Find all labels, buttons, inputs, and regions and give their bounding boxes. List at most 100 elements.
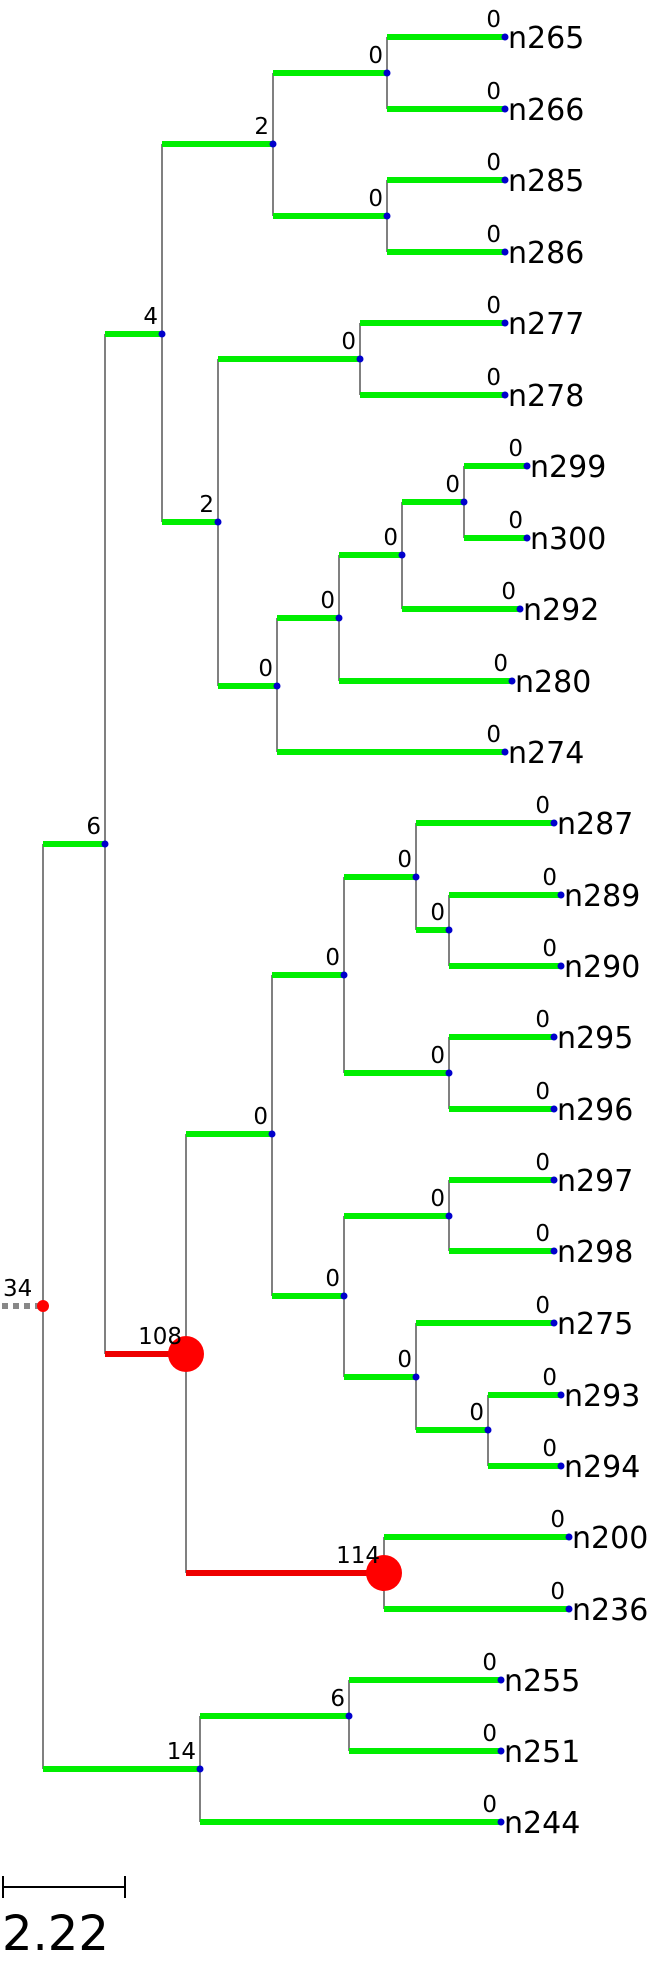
tip-name-label: n300 [530,522,606,557]
tip-branch-label: 0 [542,1436,557,1462]
tree-markers [37,33,573,1826]
tip-name-label: n289 [564,879,640,914]
tip-branch-label: 0 [482,1721,497,1747]
root-node-marker [37,1300,49,1312]
tip-dot [523,462,531,470]
tip-branch-label: 0 [486,79,501,105]
branch-support-label: 6 [86,814,101,840]
duplication-node-marker [366,1555,402,1591]
tip-branch-label: 0 [486,222,501,248]
tip-name-label: n293 [564,1379,640,1414]
node-dot [340,971,348,979]
tip-branch-label: 0 [535,1150,550,1176]
tip-dot [508,677,516,685]
node-dot [273,682,281,690]
tip-name-label: n292 [523,593,599,628]
branch-support-label: 0 [258,656,273,682]
branch-support-label: 14 [167,1739,196,1765]
tip-name-label: n295 [557,1021,633,1056]
tip-branch-label: 0 [486,365,501,391]
tip-name-label: n251 [504,1735,580,1770]
tip-branch-label: 0 [493,651,508,677]
node-dot [484,1426,492,1434]
tip-branch-label: 0 [486,293,501,319]
tip-name-label: n255 [504,1664,580,1699]
tip-branch-label: 0 [535,1079,550,1105]
branch-support-label: 0 [253,1104,268,1130]
node-dot [445,1069,453,1077]
node-dot [412,1373,420,1381]
node-dot [398,551,406,559]
tip-dot [501,748,509,756]
tip-dot [565,1605,573,1613]
tip-dot [501,319,509,327]
tip-dot [516,605,524,613]
tip-dot [557,962,565,970]
tip-name-label: n278 [508,379,584,414]
tip-name-label: n290 [564,950,640,985]
tip-name-label: n296 [557,1093,633,1128]
tip-name-label: n298 [557,1235,633,1270]
tip-name-label: n280 [515,665,591,700]
tip-branch-label: 0 [535,1007,550,1033]
branch-support-label: 0 [368,43,383,69]
tip-dot [523,534,531,542]
node-dot [268,1130,276,1138]
tip-branch-label: 0 [550,1507,565,1533]
tip-name-label: n285 [508,164,584,199]
branch-support-label: 108 [138,1324,182,1350]
tip-dot [501,391,509,399]
root-branch-label: 34 [3,1276,32,1302]
tip-dot [565,1533,573,1541]
node-dot [158,330,166,338]
tip-dot [557,891,565,899]
tip-branch-label: 0 [501,579,516,605]
node-dot [214,518,222,526]
tip-dot [501,105,509,113]
tip-branch-label: 0 [482,1792,497,1818]
tip-dot [550,1176,558,1184]
node-dot [269,140,277,148]
tip-dot [501,176,509,184]
tip-name-label: n236 [572,1593,648,1628]
tip-name-label: n200 [572,1521,648,1556]
tip-dot [497,1676,505,1684]
tip-branch-label: 0 [535,793,550,819]
branch-support-label: 0 [341,329,356,355]
tip-name-label: n297 [557,1164,633,1199]
tip-name-label: n299 [530,450,606,485]
tip-dot [497,1747,505,1755]
tip-dot [557,1462,565,1470]
node-dot [445,926,453,934]
node-dot [335,614,343,622]
tip-dot [501,248,509,256]
branch-support-label: 114 [336,1543,380,1569]
branch-support-label: 0 [320,588,335,614]
node-dot [460,498,468,506]
tip-name-label: n244 [504,1806,580,1841]
tip-branch-label: 0 [535,1293,550,1319]
node-dot [445,1212,453,1220]
branch-support-label: 4 [143,304,158,330]
tip-name-label: n277 [508,307,584,342]
tip-dot [550,1105,558,1113]
node-dot [356,355,364,363]
tip-name-label: n294 [564,1450,640,1485]
tip-dot [550,1033,558,1041]
tip-branch-label: 0 [550,1579,565,1605]
branch-support-label: 0 [325,945,340,971]
branch-support-label: 0 [430,1186,445,1212]
tip-dot [497,1818,505,1826]
scale-bar: 2.22 [2,1876,126,1962]
tip-branch-label: 0 [508,508,523,534]
branch-support-label: 0 [368,186,383,212]
duplication-node-marker [168,1336,204,1372]
tip-dot [550,1319,558,1327]
branch-support-label: 0 [469,1400,484,1426]
tip-name-label: n274 [508,736,584,771]
branch-support-label: 2 [254,114,269,140]
tip-branch-label: 0 [542,865,557,891]
node-dot [383,212,391,220]
tip-name-label: n286 [508,236,584,271]
node-dot [340,1292,348,1300]
